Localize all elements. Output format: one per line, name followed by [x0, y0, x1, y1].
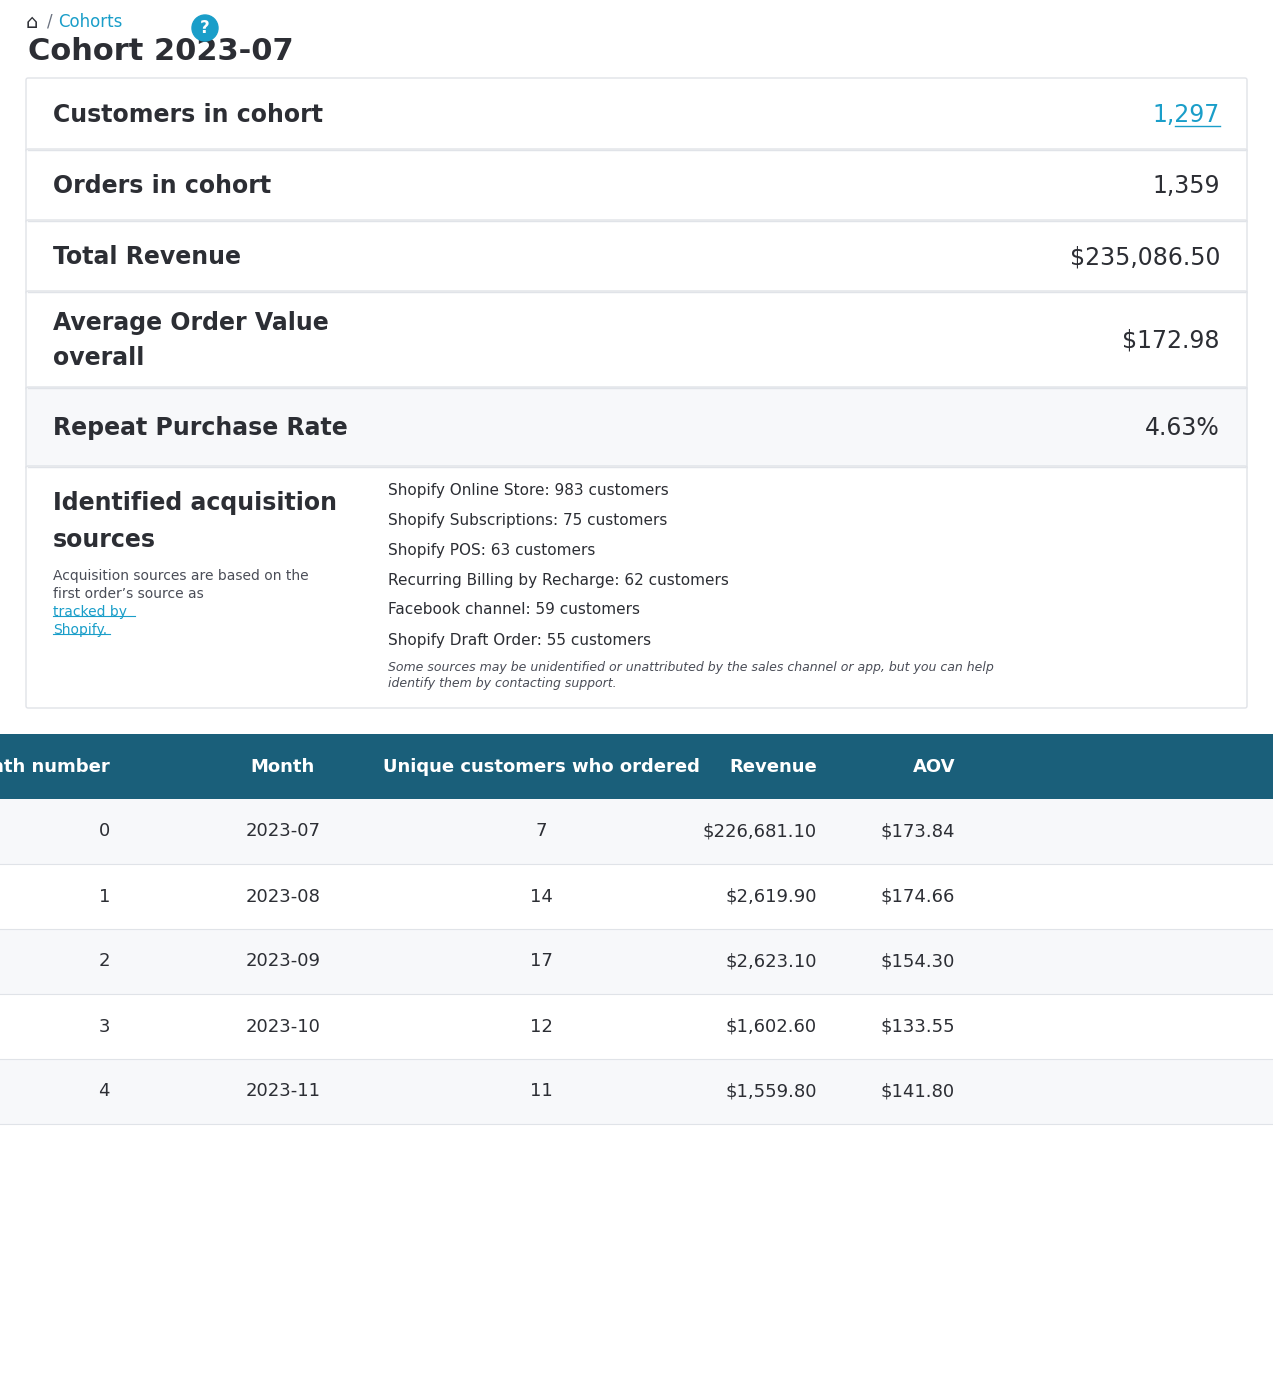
Text: $154.30: $154.30 — [881, 952, 955, 970]
FancyBboxPatch shape — [25, 78, 1248, 152]
Text: Unique customers who ordered: Unique customers who ordered — [383, 758, 699, 776]
Text: Acquisition sources are based on the: Acquisition sources are based on the — [53, 570, 308, 584]
Text: sources: sources — [53, 528, 157, 552]
Text: $235,086.50: $235,086.50 — [1069, 245, 1220, 269]
Text: $133.55: $133.55 — [881, 1017, 955, 1035]
Text: Cohorts: Cohorts — [57, 12, 122, 30]
Text: 2023-09: 2023-09 — [246, 952, 321, 970]
Bar — [0, 994, 1273, 1059]
Text: 4: 4 — [98, 1082, 109, 1100]
FancyBboxPatch shape — [25, 291, 1248, 389]
Text: Shopify Online Store: 983 customers: Shopify Online Store: 983 customers — [388, 482, 668, 498]
Text: 2023-08: 2023-08 — [246, 887, 321, 905]
Text: Facebook channel: 59 customers: Facebook channel: 59 customers — [388, 603, 640, 618]
Text: $172.98: $172.98 — [1123, 328, 1220, 352]
Text: Identified acquisition: Identified acquisition — [53, 491, 337, 516]
Text: 14: 14 — [530, 887, 552, 905]
Text: /: / — [47, 12, 52, 30]
Text: 2: 2 — [98, 952, 109, 970]
Text: 12: 12 — [530, 1017, 552, 1035]
Text: 3: 3 — [98, 1017, 109, 1035]
Bar — [0, 929, 1273, 994]
Bar — [0, 863, 1273, 929]
Bar — [0, 735, 1273, 798]
Bar — [0, 1059, 1273, 1124]
Text: Shopify POS: 63 customers: Shopify POS: 63 customers — [388, 542, 596, 557]
Text: ?: ? — [200, 19, 210, 37]
Text: Orders in cohort: Orders in cohort — [53, 175, 271, 198]
Text: Shopify Draft Order: 55 customers: Shopify Draft Order: 55 customers — [388, 632, 651, 647]
Text: Month number: Month number — [0, 758, 109, 776]
Text: 2023-07: 2023-07 — [246, 822, 321, 840]
Text: 1: 1 — [98, 887, 109, 905]
Text: Customers in cohort: Customers in cohort — [53, 103, 323, 128]
Text: $173.84: $173.84 — [881, 822, 955, 840]
Text: 1,359: 1,359 — [1152, 175, 1220, 198]
Text: $2,623.10: $2,623.10 — [726, 952, 817, 970]
FancyBboxPatch shape — [25, 466, 1248, 708]
Text: 7: 7 — [535, 822, 546, 840]
Bar — [0, 798, 1273, 863]
Text: 2023-11: 2023-11 — [246, 1082, 321, 1100]
Text: 2023-10: 2023-10 — [246, 1017, 321, 1035]
Text: $226,681.10: $226,681.10 — [703, 822, 817, 840]
Text: Some sources may be unidentified or unattributed by the sales channel or app, bu: Some sources may be unidentified or unat… — [388, 661, 994, 675]
Text: $1,602.60: $1,602.60 — [726, 1017, 817, 1035]
Text: 0: 0 — [99, 822, 109, 840]
Text: AOV: AOV — [913, 758, 955, 776]
Text: Average Order Value: Average Order Value — [53, 310, 328, 335]
Text: $1,559.80: $1,559.80 — [726, 1082, 817, 1100]
Text: identify them by contacting support.: identify them by contacting support. — [388, 678, 616, 690]
Text: 1,297: 1,297 — [1153, 103, 1220, 128]
Text: $2,619.90: $2,619.90 — [726, 887, 817, 905]
Text: 17: 17 — [530, 952, 552, 970]
Text: Recurring Billing by Recharge: 62 customers: Recurring Billing by Recharge: 62 custom… — [388, 572, 729, 588]
Text: Shopify Subscriptions: 75 customers: Shopify Subscriptions: 75 customers — [388, 513, 667, 528]
Text: ⌂: ⌂ — [25, 12, 38, 32]
Text: Month: Month — [251, 758, 316, 776]
Text: 11: 11 — [530, 1082, 552, 1100]
FancyBboxPatch shape — [25, 150, 1248, 223]
FancyBboxPatch shape — [25, 387, 1248, 468]
Text: tracked by: tracked by — [53, 606, 127, 620]
Text: $141.80: $141.80 — [881, 1082, 955, 1100]
Text: Repeat Purchase Rate: Repeat Purchase Rate — [53, 416, 348, 439]
FancyBboxPatch shape — [25, 220, 1248, 294]
Text: Total Revenue: Total Revenue — [53, 245, 241, 269]
Text: 4.63%: 4.63% — [1146, 416, 1220, 439]
Text: first order’s source as: first order’s source as — [53, 588, 207, 602]
Text: overall: overall — [53, 346, 144, 370]
Text: Shopify.: Shopify. — [53, 622, 107, 638]
Circle shape — [192, 15, 218, 42]
Text: Revenue: Revenue — [729, 758, 817, 776]
Text: Cohort 2023-07: Cohort 2023-07 — [28, 37, 294, 67]
Text: $174.66: $174.66 — [881, 887, 955, 905]
